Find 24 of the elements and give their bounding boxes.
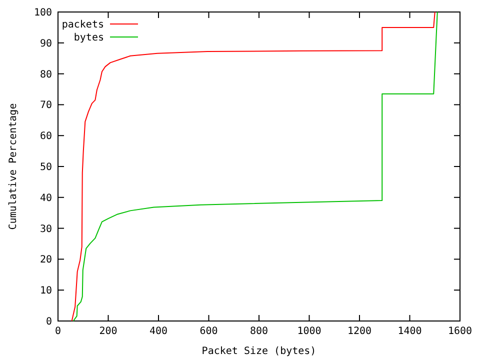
legend-label: packets — [62, 20, 104, 30]
x-tick-label: 1000 — [297, 326, 322, 337]
x-tick-label: 1400 — [398, 326, 422, 337]
x-tick-label: 400 — [149, 326, 168, 337]
y-tick-label: 90 — [40, 38, 52, 50]
y-tick-label: 0 — [46, 316, 52, 328]
y-tick-label: 20 — [40, 254, 52, 266]
x-tick-label: 800 — [250, 326, 268, 337]
x-tick-label: 1600 — [448, 326, 472, 337]
x-tick-label: 1200 — [347, 326, 372, 337]
y-tick-label: 70 — [40, 100, 52, 112]
y-axis-title: Cumulative Percentage — [8, 103, 19, 230]
y-tick-label: 40 — [40, 192, 52, 204]
x-tick-label: 600 — [200, 326, 218, 337]
y-tick-label: 60 — [40, 131, 52, 142]
y-tick-label: 100 — [34, 8, 52, 18]
x-axis-title: Packet Size (bytes) — [202, 346, 316, 357]
y-tick-label: 80 — [40, 69, 52, 80]
x-tick-label: 200 — [99, 326, 118, 337]
y-tick-label: 30 — [40, 224, 52, 235]
y-tick-label: 10 — [40, 286, 52, 297]
y-tick-label: 50 — [40, 162, 52, 173]
legend-label: bytes — [74, 32, 104, 44]
x-tick-label: 0 — [54, 326, 62, 337]
